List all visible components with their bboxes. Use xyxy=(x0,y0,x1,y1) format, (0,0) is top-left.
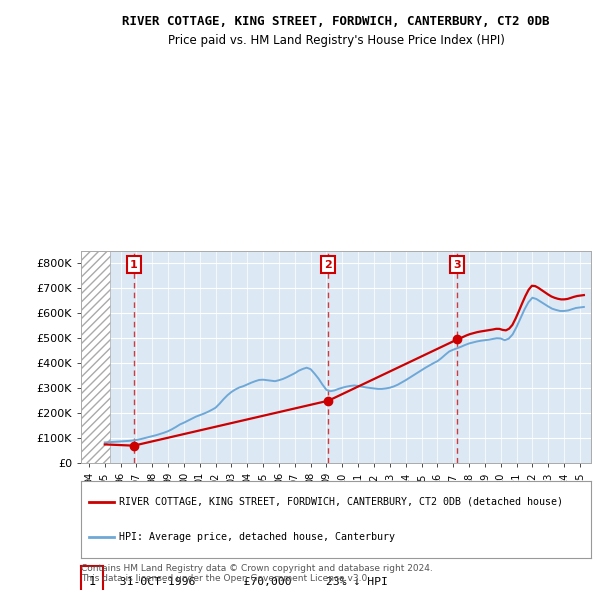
Text: RIVER COTTAGE, KING STREET, FORDWICH, CANTERBURY, CT2 0DB: RIVER COTTAGE, KING STREET, FORDWICH, CA… xyxy=(122,15,550,28)
Text: 31-OCT-1996       £70,000     23% ↓ HPI: 31-OCT-1996 £70,000 23% ↓ HPI xyxy=(106,577,388,586)
Text: Price paid vs. HM Land Registry's House Price Index (HPI): Price paid vs. HM Land Registry's House … xyxy=(167,34,505,47)
Text: 3: 3 xyxy=(454,260,461,270)
Text: RIVER COTTAGE, KING STREET, FORDWICH, CANTERBURY, CT2 0DB (detached house): RIVER COTTAGE, KING STREET, FORDWICH, CA… xyxy=(119,497,563,507)
Text: 1: 1 xyxy=(130,260,137,270)
Text: Contains HM Land Registry data © Crown copyright and database right 2024.
This d: Contains HM Land Registry data © Crown c… xyxy=(81,563,433,583)
Text: 2: 2 xyxy=(325,260,332,270)
Text: 1: 1 xyxy=(88,575,95,588)
Text: HPI: Average price, detached house, Canterbury: HPI: Average price, detached house, Cant… xyxy=(119,532,395,542)
